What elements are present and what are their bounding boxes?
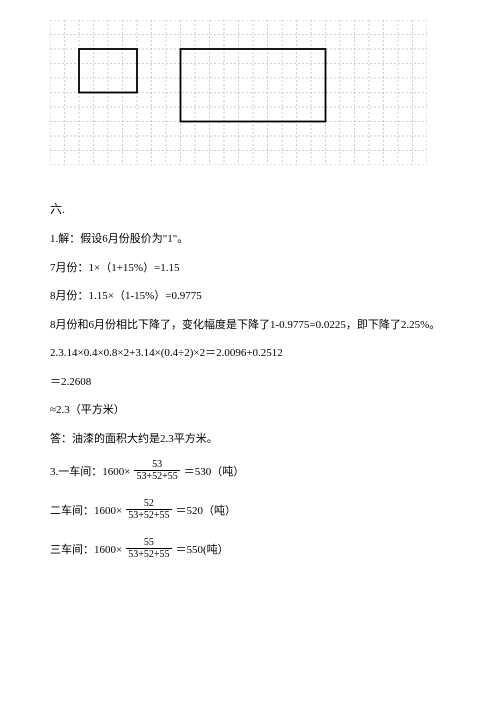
q2-step: ＝2.2608 — [50, 374, 460, 391]
section-number: 六. — [50, 200, 460, 217]
q3-r1-den: 53+52+55 — [134, 471, 179, 482]
q2-answer: 答：油漆的面积大约是2.3平方米。 — [50, 431, 460, 448]
q3-r3-label: 三车间：1600× — [50, 541, 122, 557]
q3-r2-den: 53+52+55 — [126, 510, 171, 521]
q3-r1-label: 3.一车间：1600× — [50, 463, 130, 479]
q3-workshop-3: 三车间：1600× 55 53+52+55 ＝550(吨） — [50, 537, 460, 560]
q3-r1-tail: ＝530（吨） — [184, 463, 245, 479]
q1-aug: 8月份：1.15×（1-15%）=0.9775 — [50, 288, 460, 305]
fraction-icon: 53 53+52+55 — [134, 459, 179, 482]
q1-assume: 1.解：假设6月份股价为"1"。 — [50, 231, 460, 248]
q1-july: 7月份：1×（1+15%）=1.15 — [50, 260, 460, 277]
q3-r1-num: 53 — [134, 459, 179, 471]
q3-r2-label: 二车间：1600× — [50, 502, 122, 518]
q2-round: ≈2.3（平方米） — [50, 402, 460, 419]
q3-r2-num: 52 — [126, 498, 171, 510]
q3-workshop-1: 3.一车间：1600× 53 53+52+55 ＝530（吨） — [50, 459, 460, 482]
q3-r3-tail: ＝550(吨） — [176, 541, 229, 557]
q3-r3-num: 55 — [126, 537, 171, 549]
q3-workshop-2: 二车间：1600× 52 53+52+55 ＝520（吨） — [50, 498, 460, 521]
q3-r2-tail: ＝520（吨） — [176, 502, 237, 518]
grid-svg — [50, 20, 427, 165]
q3-r3-den: 53+52+55 — [126, 549, 171, 560]
q2-expr: 2.3.14×0.4×0.8×2+3.14×(0.4÷2)×2＝2.0096+0… — [50, 345, 460, 362]
fraction-icon: 55 53+52+55 — [126, 537, 171, 560]
q1-conclusion: 8月份和6月份相比下降了，变化幅度是下降了1-0.9775=0.0225，即下降… — [50, 317, 460, 334]
grid-figure — [50, 20, 460, 170]
fraction-icon: 52 53+52+55 — [126, 498, 171, 521]
